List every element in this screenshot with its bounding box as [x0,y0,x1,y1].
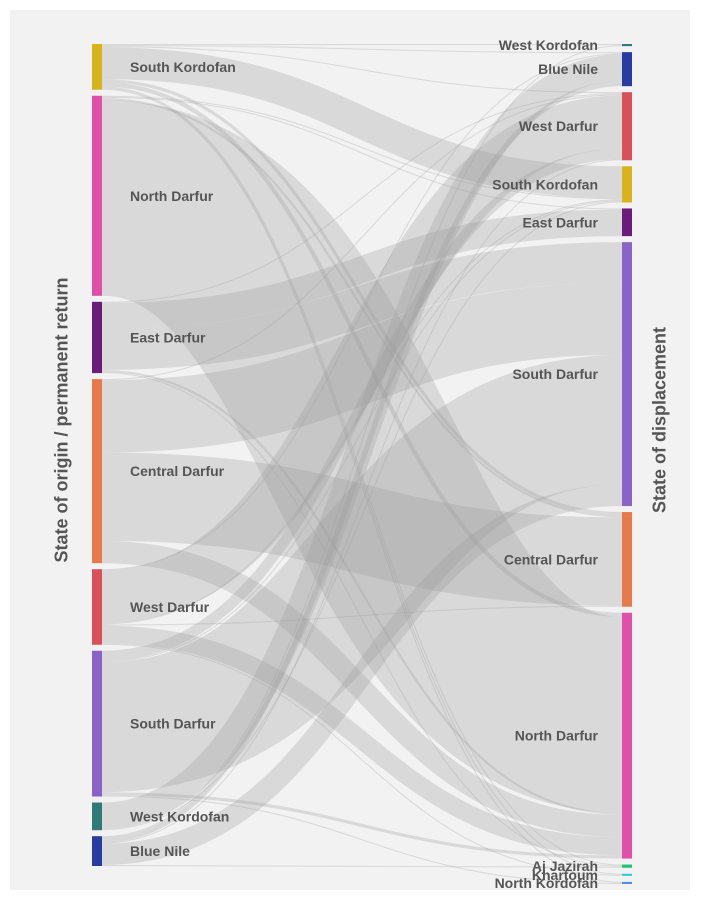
flow-cd-to-sd [101,282,623,453]
flow-nd-to-ed [101,96,623,210]
origin-node-wk [92,802,102,831]
displacement-label-aj: Aj Jazirah [532,858,598,874]
displacement-node-wk [622,44,632,47]
origin-node-bn [92,836,102,866]
flow-sk-to-bn [101,45,623,54]
state-nodes [92,44,632,884]
origin-label-cd: Central Darfur [130,463,225,479]
flow-sd-to-nd [101,792,623,859]
flow-sd-to-wd [101,148,623,662]
displacement-node-nd [622,612,632,859]
displacement-node-sk [622,166,632,203]
flow-nd-to-cd [101,97,623,518]
origin-label-wd: West Darfur [130,599,210,615]
flow-ed-to-aj [101,372,623,867]
flow-wk-to-sk [101,201,623,831]
origin-label-bn: Blue Nile [130,843,190,859]
displacement-label-bn: Blue Nile [538,61,598,77]
flow-sd-to-sk [101,200,623,663]
displacement-label-nd: North Darfur [515,728,599,744]
origin-label-ed: East Darfur [130,329,206,345]
flow-sd-to-nk [101,795,623,885]
displacement-node-kh [622,873,632,876]
flow-sd-to-sd [100,354,624,793]
flow-nd-to-nd [96,100,628,813]
flow-wd-to-nd [101,625,623,856]
displacement-node-bn [622,52,632,87]
flow-ed-to-nd [101,369,623,815]
flow-wd-to-cd [101,605,623,626]
displacement-node-ed [622,208,632,237]
displacement-label-sk: South Kordofan [492,176,598,192]
flow-sk-to-kh [101,87,623,875]
displacement-label-kh: Khartoum [532,867,598,883]
displacement-label-wd: West Darfur [519,118,599,134]
origin-label-nd: North Darfur [130,188,214,204]
displacement-label-sd: South Darfur [512,366,598,382]
origin-node-wd [92,569,102,645]
flow-sk-to-sk [101,47,623,199]
flow-ed-to-ed [101,209,623,330]
flow-bn-to-wk [101,45,623,838]
flow-wd-to-sk [101,199,623,625]
flow-wd-to-wd [101,95,623,624]
flow-cd-to-wd [101,94,623,381]
flow-bn-to-aj [101,864,623,868]
displacement-node-nk [622,881,632,884]
origin-node-sk [92,44,102,90]
flow-sk-to-nd [101,82,623,617]
origin-label-sk: South Kordofan [130,59,236,75]
flow-nd-to-sk [101,95,623,200]
displacement-label-ed: East Darfur [523,214,599,230]
origin-label-wk: West Kordofan [130,808,229,824]
flow-wd-to-kh [101,643,623,876]
origin-node-sd [92,650,102,797]
origin-node-cd [92,379,102,564]
flow-sk-to-wd [101,46,623,94]
flow-cd-to-nd [101,540,623,838]
flow-bn-to-bn [101,80,623,843]
origin-node-ed [92,301,102,374]
displacement-node-wd [622,92,632,161]
flow-sk-to-nk [101,88,623,883]
displacement-node-aj [622,864,632,868]
displacement-label-wk: West Kordofan [499,37,598,53]
flow-bn-to-sd [101,484,623,865]
state-labels: South Kordofan North Darfur East Darfur Cen… [130,37,599,891]
flow-ed-to-sd [101,242,623,370]
origin-node-nd [92,95,102,296]
displacement-node-sd [622,242,632,507]
flow-ed-to-wd [101,93,623,303]
flow-wd-to-bn [101,53,623,571]
flow-bn-to-wd [101,159,623,844]
flow-sk-to-cd [101,79,623,516]
displacement-label-cd: Central Darfur [504,551,599,567]
displacement-node-cd [622,512,632,607]
flow-cd-to-cd [101,452,623,606]
flow-sk-to-aj [101,86,623,866]
displacement-label-nk: North Kordofan [495,875,598,891]
origin-label-sd: South Darfur [130,716,216,732]
flow-links [96,44,628,885]
chart-background [10,10,690,890]
flow-wk-to-bn [101,54,623,830]
